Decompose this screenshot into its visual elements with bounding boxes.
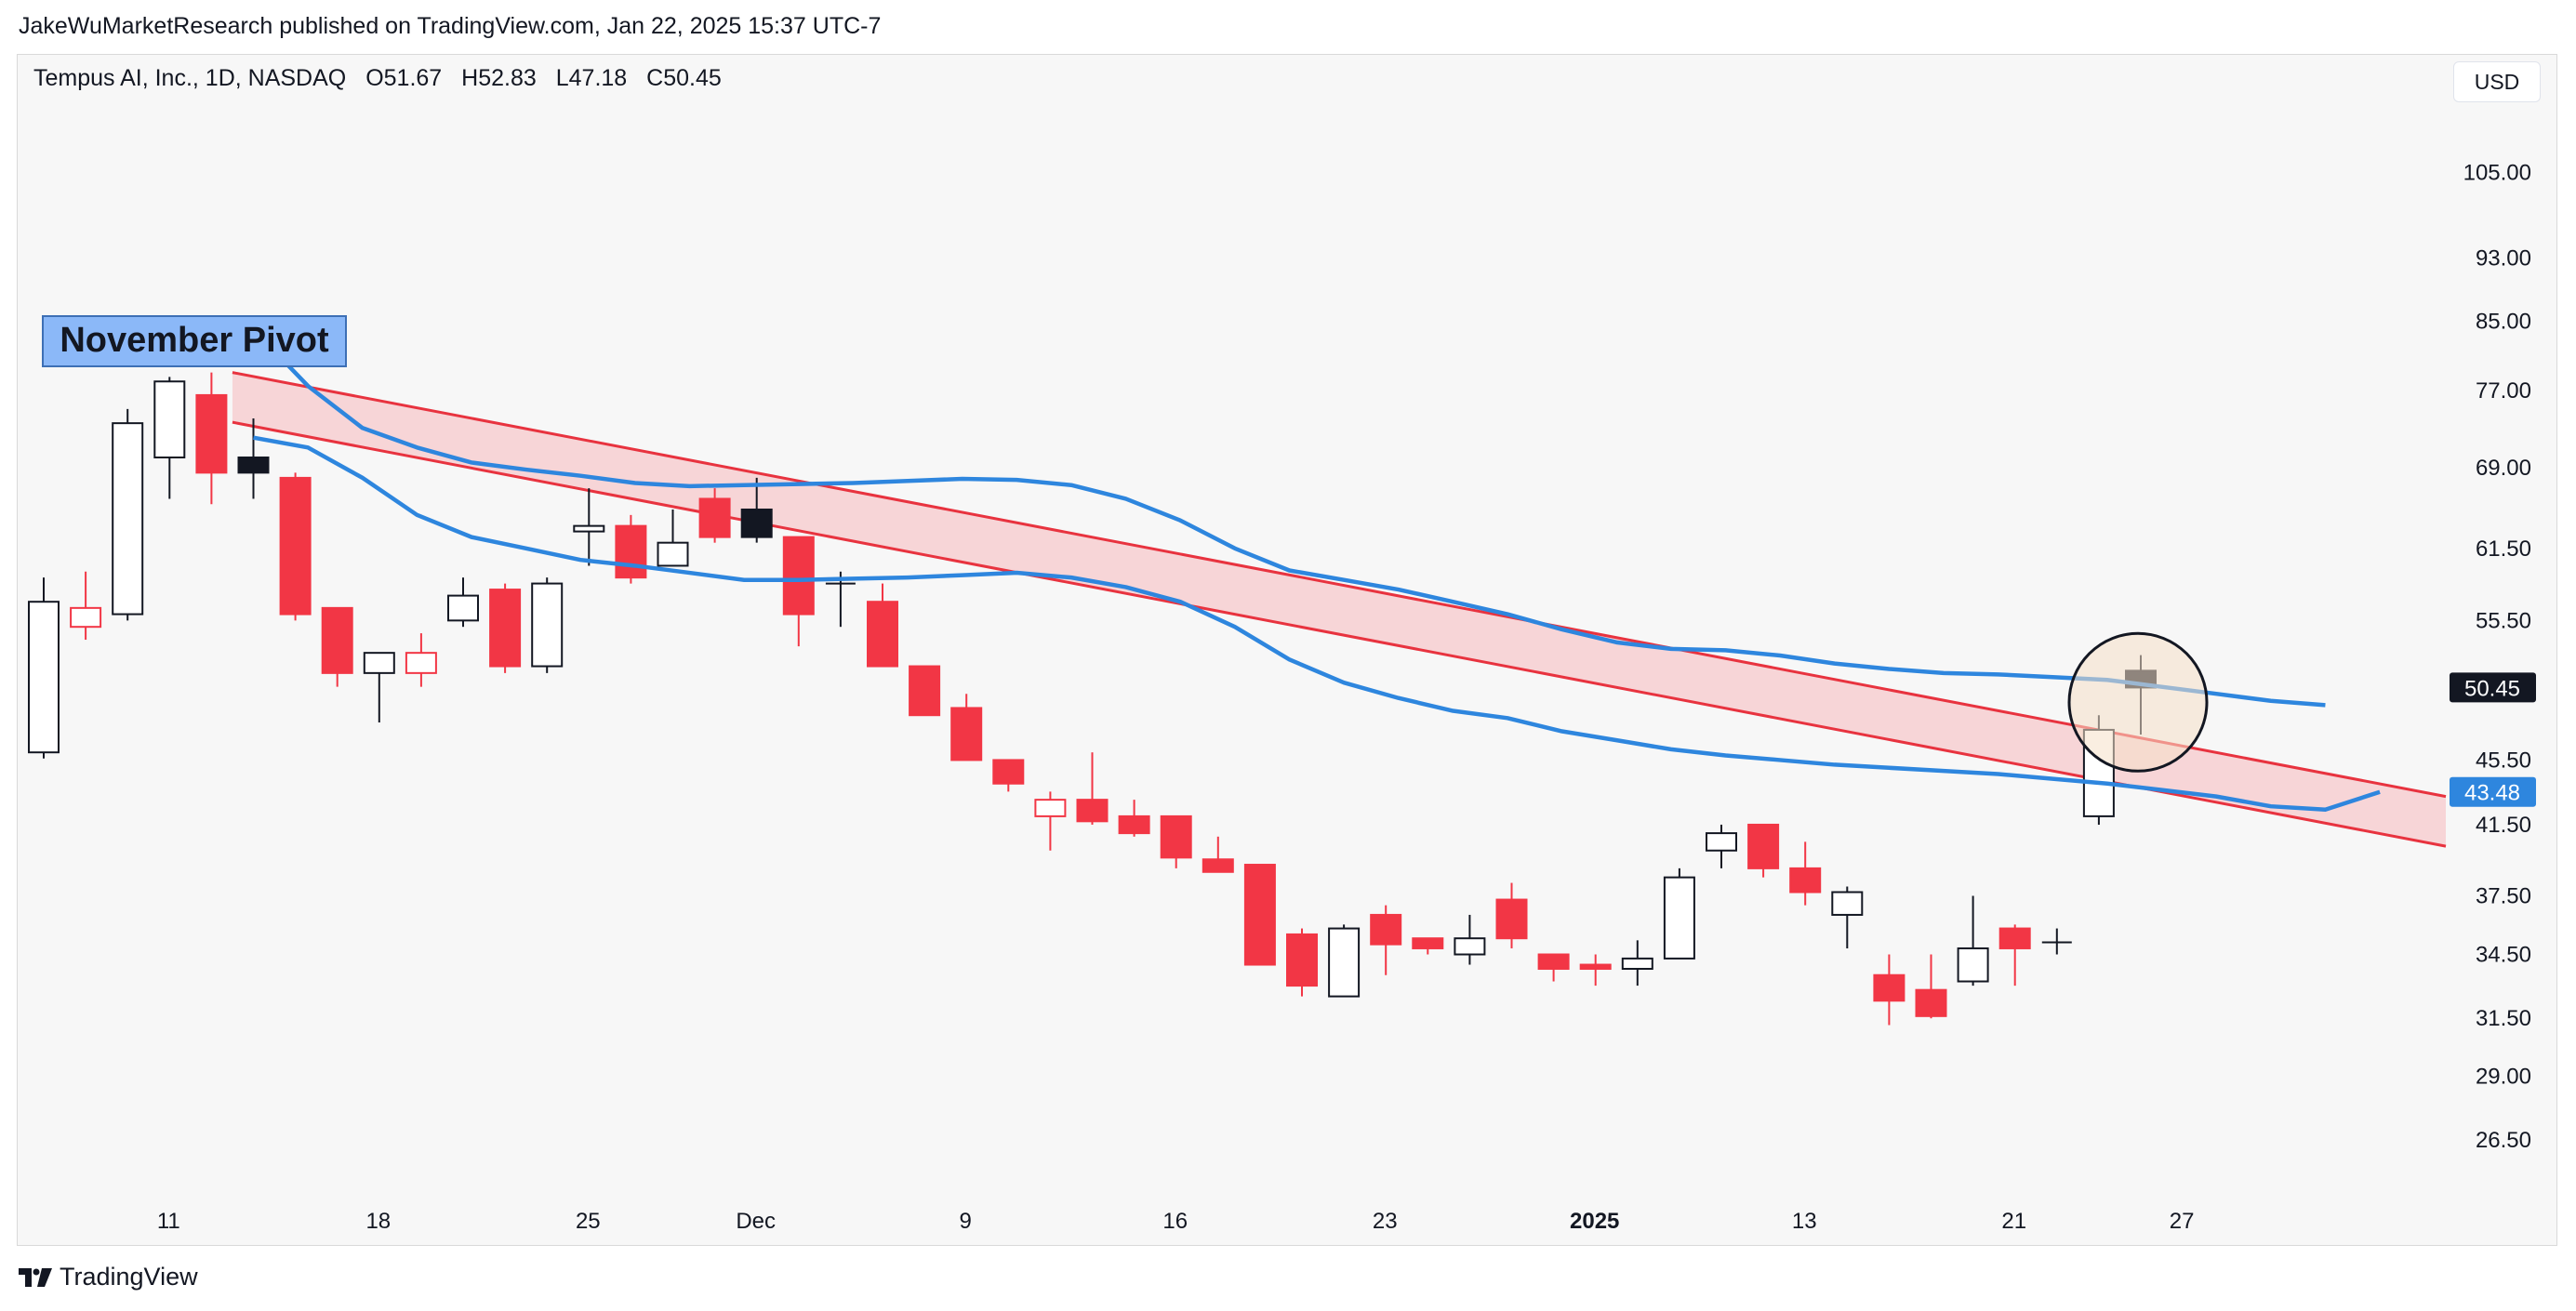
- candle-body: [1873, 973, 1905, 1002]
- x-tick-label: 2025: [1570, 1209, 1619, 1234]
- legend-close: C50.45: [646, 65, 722, 91]
- candle-body: [1370, 913, 1402, 946]
- candle-body: [112, 422, 144, 616]
- annotation-box: [42, 315, 347, 367]
- legend-high: H52.83: [461, 65, 537, 91]
- candle-body: [1202, 858, 1234, 873]
- candle-body: [153, 380, 186, 459]
- tradingview-logo[interactable]: TradingView: [19, 1263, 198, 1291]
- last-price-label: 50.45: [2464, 676, 2520, 701]
- candle-body: [1831, 891, 1864, 916]
- last-price-badge: [2450, 672, 2536, 703]
- candle-body: [321, 606, 353, 674]
- x-tick-label: 16: [1162, 1209, 1188, 1234]
- candle-body: [615, 524, 647, 579]
- candle-body: [237, 457, 270, 474]
- trendline-lower: [232, 420, 2447, 848]
- legend-low: L47.18: [555, 65, 628, 91]
- x-tick-label: 13: [1792, 1209, 1817, 1234]
- candle-body: [657, 541, 689, 567]
- candle-body: [909, 665, 941, 717]
- candle-body: [195, 393, 228, 474]
- candle-body: [992, 759, 1025, 785]
- candle-body: [1454, 937, 1486, 956]
- candle-body: [1915, 988, 1947, 1017]
- highlight-circle: [2067, 631, 2209, 773]
- candle-body: [531, 582, 564, 668]
- candle-body: [447, 594, 479, 622]
- y-tick-label: 93.00: [2476, 245, 2531, 271]
- candle-body: [1663, 876, 1695, 960]
- annotation-november-pivot: November Pivot: [60, 321, 329, 360]
- tradingview-logo-icon: [19, 1267, 52, 1287]
- candle-body: [867, 601, 898, 668]
- candle-body: [1621, 957, 1653, 970]
- candle-body: [28, 601, 60, 754]
- candle-body: [1957, 947, 1989, 983]
- candle-body: [573, 524, 605, 533]
- candle-body: [1118, 814, 1150, 835]
- x-tick-label: 21: [2001, 1209, 2026, 1234]
- y-tick-label: 55.50: [2476, 608, 2531, 633]
- candle-body: [1579, 963, 1612, 970]
- y-tick-label: 26.50: [2476, 1128, 2531, 1153]
- candle-body: [1495, 898, 1528, 940]
- y-tick-label: 105.00: [2463, 161, 2531, 186]
- candle-body: [740, 508, 773, 538]
- y-tick-label: 85.00: [2476, 309, 2531, 334]
- candle-body: [782, 536, 815, 616]
- publisher-header: JakeWuMarketResearch published on Tradin…: [19, 13, 882, 39]
- y-tick-label: 31.50: [2476, 1006, 2531, 1031]
- candle-body: [1243, 864, 1276, 966]
- x-tick-label: Dec: [736, 1209, 776, 1234]
- candle-body: [1286, 933, 1318, 987]
- chart-legend: Tempus AI, Inc., 1D, NASDAQ O51.67 H52.8…: [33, 65, 735, 92]
- trend-band: [232, 372, 2447, 847]
- candle-body: [363, 652, 395, 674]
- candle-body: [489, 589, 522, 668]
- y-tick-label: 29.00: [2476, 1065, 2531, 1090]
- candle-body: [1789, 867, 1822, 894]
- x-tick-label: 27: [2170, 1209, 2195, 1234]
- ma-value-badge: [2450, 776, 2536, 807]
- candle-body: [1537, 953, 1570, 970]
- candle-body: [1706, 832, 1737, 852]
- x-tick-label: 18: [365, 1209, 391, 1234]
- y-tick-label: 61.50: [2476, 536, 2531, 562]
- ma-value-label: 43.48: [2464, 781, 2520, 806]
- currency-button[interactable]: USD: [2453, 61, 2541, 102]
- y-tick-label: 41.50: [2476, 813, 2531, 838]
- x-tick-label: 9: [960, 1209, 972, 1234]
- candle-body: [1328, 927, 1361, 998]
- candle-body: [1747, 823, 1780, 869]
- ma-line-lower: [253, 435, 2381, 812]
- x-tick-label: 23: [1373, 1209, 1398, 1234]
- legend-symbol: Tempus AI, Inc., 1D, NASDAQ: [33, 65, 347, 91]
- legend-open: O51.67: [365, 65, 443, 91]
- candle-body: [279, 476, 312, 616]
- tradingview-brand: TradingView: [60, 1263, 198, 1291]
- candle-body: [1034, 799, 1067, 817]
- candle-body: [70, 606, 102, 629]
- candle-body: [698, 497, 731, 538]
- y-tick-label: 45.50: [2476, 748, 2531, 773]
- y-tick-label: 34.50: [2476, 943, 2531, 968]
- x-tick-label: 25: [576, 1209, 601, 1234]
- candle-body: [1998, 927, 2031, 949]
- y-tick-label: 69.00: [2476, 456, 2531, 481]
- candle-body: [1160, 814, 1192, 859]
- candle-body: [405, 652, 437, 674]
- candle-body: [950, 707, 983, 761]
- ma-line-upper: [251, 327, 2326, 708]
- x-tick-label: 11: [157, 1209, 180, 1234]
- candle-body: [1412, 937, 1444, 949]
- candle-body: [1076, 799, 1109, 823]
- y-tick-label: 37.50: [2476, 884, 2531, 909]
- y-tick-label: 77.00: [2476, 378, 2531, 404]
